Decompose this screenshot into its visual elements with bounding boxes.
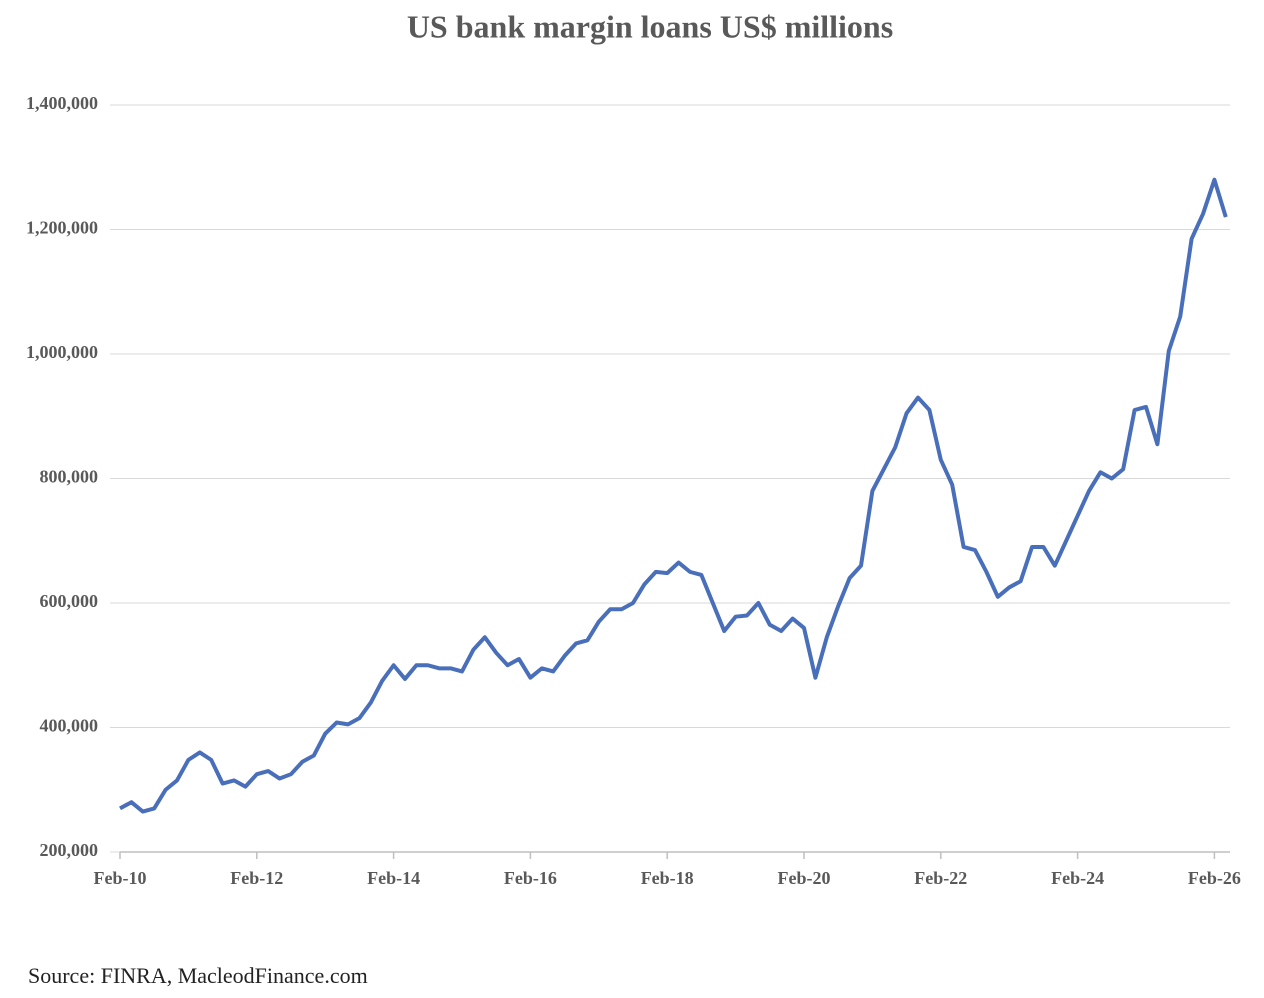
- data-line: [119, 177, 1228, 814]
- source-note: Source: FINRA, MacleodFinance.com: [28, 963, 368, 988]
- y-tick-label: 200,000: [40, 840, 99, 860]
- x-tick-label: Feb-12: [230, 868, 283, 888]
- y-tick-label: 400,000: [40, 716, 99, 736]
- y-tick-label: 600,000: [40, 591, 99, 611]
- y-tick-label: 1,400,000: [26, 93, 98, 113]
- x-tick-label: Feb-24: [1051, 868, 1104, 888]
- x-tick-label: Feb-14: [367, 868, 420, 888]
- y-tick-label: 1,200,000: [26, 218, 98, 238]
- x-tick-label: Feb-22: [914, 868, 967, 888]
- x-tick-label: Feb-10: [94, 868, 147, 888]
- x-tick-label: Feb-16: [504, 868, 557, 888]
- y-tick-label: 800,000: [40, 467, 99, 487]
- x-tick-label: Feb-18: [641, 868, 694, 888]
- chart-title: US bank margin loans US$ millions: [407, 8, 893, 44]
- x-tick-label: Feb-26: [1188, 868, 1241, 888]
- y-tick-label: 1,000,000: [26, 342, 98, 362]
- x-tick-label: Feb-20: [778, 868, 831, 888]
